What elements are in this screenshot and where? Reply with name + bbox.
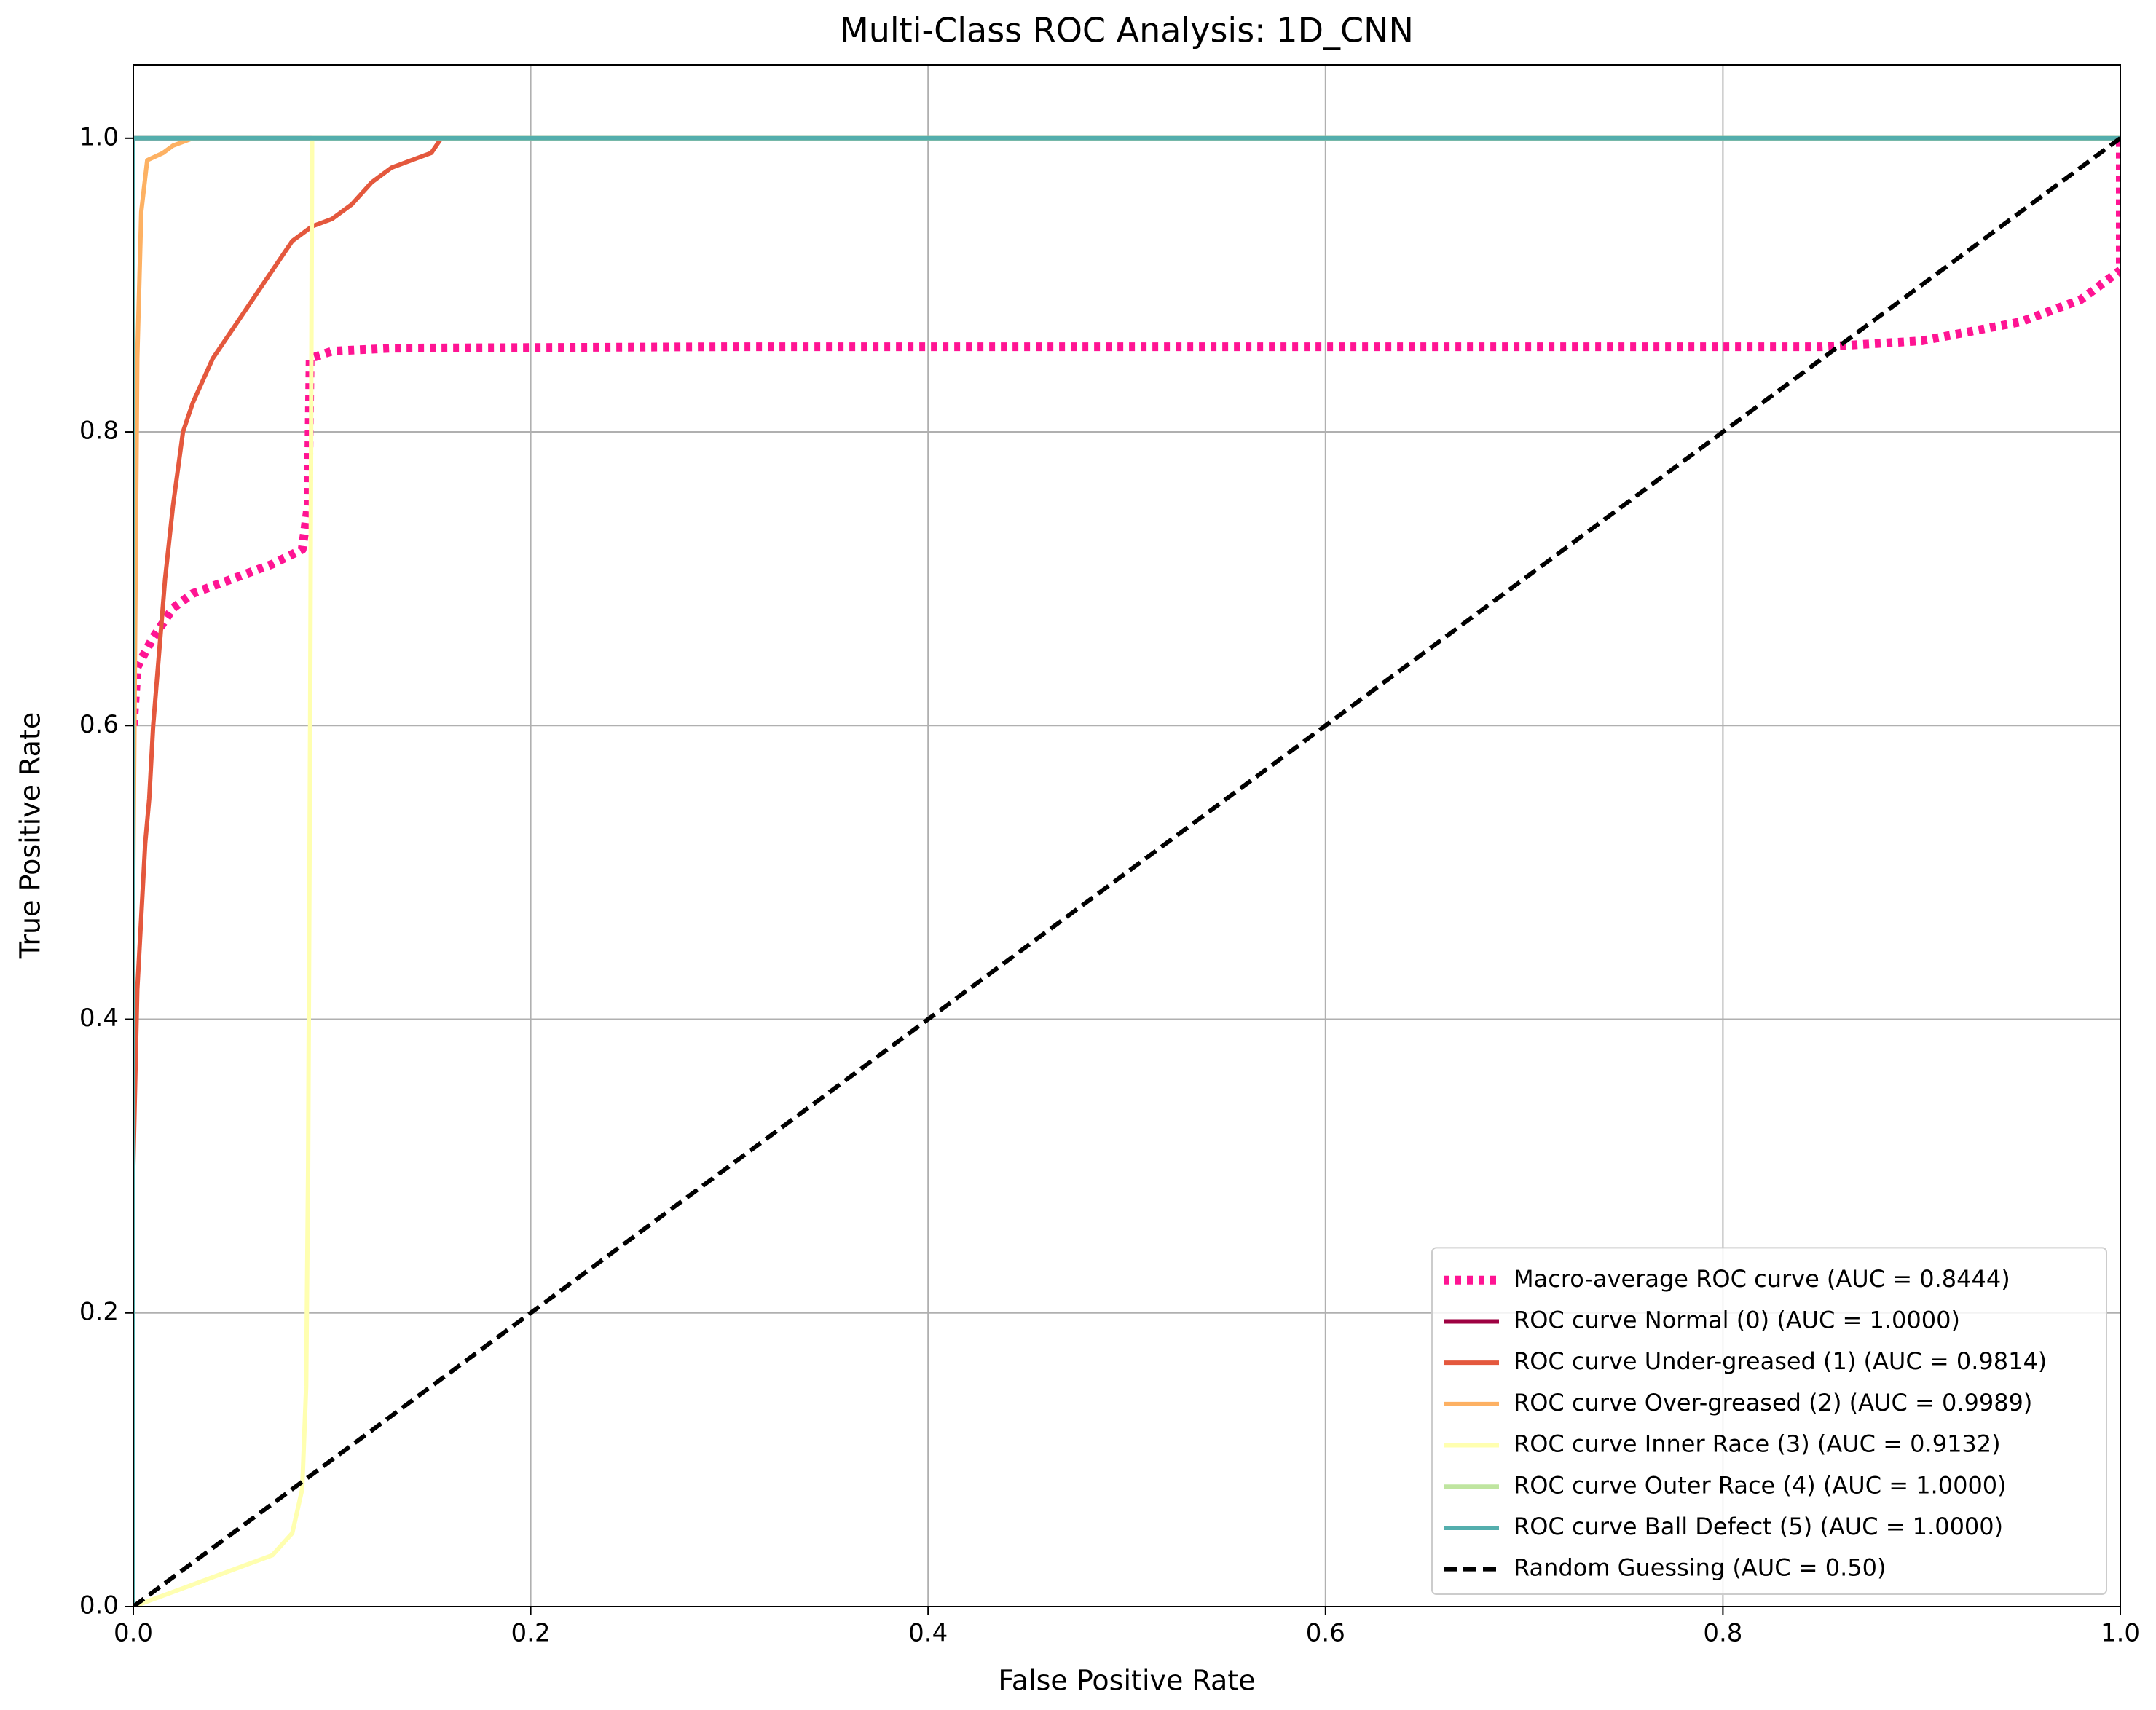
y-tick-label: 0.2 [79,1297,119,1326]
x-tick-label: 0.0 [114,1619,153,1648]
y-tick-label: 0.6 [79,710,119,739]
x-tick-label: 0.4 [908,1619,948,1648]
x-axis-label: False Positive Rate [998,1665,1255,1697]
x-tick-label: 0.6 [1306,1619,1345,1648]
legend-label: ROC curve Under-greased (1) (AUC = 0.981… [1514,1347,2047,1375]
y-tick-label: 1.0 [79,122,119,151]
roc-line [133,135,2120,1607]
x-tick-label: 0.2 [511,1619,551,1648]
y-tick-label: 0.8 [79,417,119,446]
legend-label: ROC curve Inner Race (3) (AUC = 0.9132) [1514,1430,2001,1458]
legend-label: Macro-average ROC curve (AUC = 0.8444) [1514,1265,2010,1293]
plot-frame [133,64,2121,1607]
roc-line [133,138,2120,726]
roc-line [133,135,2120,1607]
legend-label: ROC curve Normal (0) (AUC = 1.0000) [1514,1306,1960,1333]
x-tick-label: 0.8 [1703,1619,1742,1648]
legend-label: ROC curve Ball Defect (5) (AUC = 1.0000) [1514,1513,2003,1540]
legend-label: Random Guessing (AUC = 0.50) [1514,1554,1886,1582]
roc-line [133,135,2120,1607]
legend-box [1431,1247,2107,1596]
legend-label: ROC curve Outer Race (4) (AUC = 1.0000) [1514,1471,2007,1499]
chart-title: Multi-Class ROC Analysis: 1D_CNN [840,11,1414,50]
legend-label: ROC curve Over-greased (2) (AUC = 0.9989… [1514,1389,2032,1417]
y-axis-label: True Positive Rate [15,712,47,960]
y-tick-label: 0.0 [79,1591,119,1620]
y-tick-label: 0.4 [79,1004,119,1033]
x-tick-label: 1.0 [2101,1619,2140,1648]
